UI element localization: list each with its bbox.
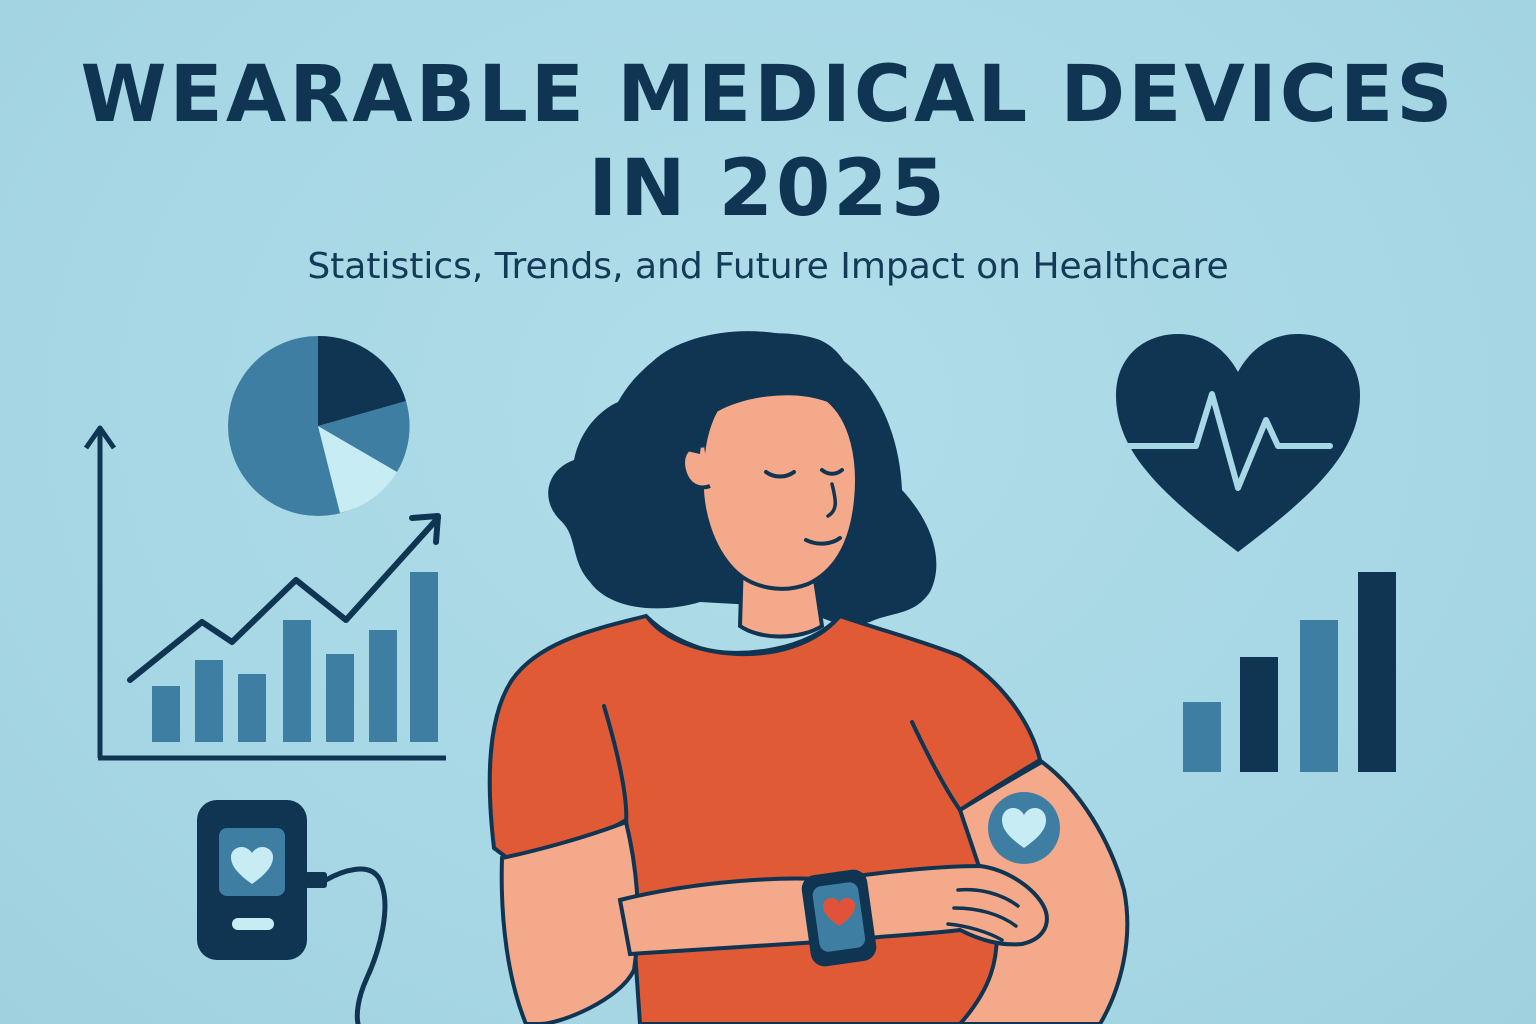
heart-monitor-device-icon: [197, 800, 388, 1024]
signal-bars-icon: [1183, 572, 1396, 772]
heart-rate-icon: [1116, 334, 1360, 552]
smartwatch-icon: [801, 869, 877, 967]
page-title: WEARABLE MEDICAL DEVICES IN 2025: [0, 48, 1536, 236]
woman-figure: [487, 331, 1130, 1024]
pie-chart-icon: [228, 335, 410, 516]
title-line-1: WEARABLE MEDICAL DEVICES: [80, 50, 1456, 140]
arm-patch-sensor-icon: [988, 792, 1060, 864]
growth-bar-chart-icon: [83, 425, 446, 761]
page-subtitle: Statistics, Trends, and Future Impact on…: [307, 246, 1229, 287]
title-line-2: IN 2025: [588, 144, 948, 234]
